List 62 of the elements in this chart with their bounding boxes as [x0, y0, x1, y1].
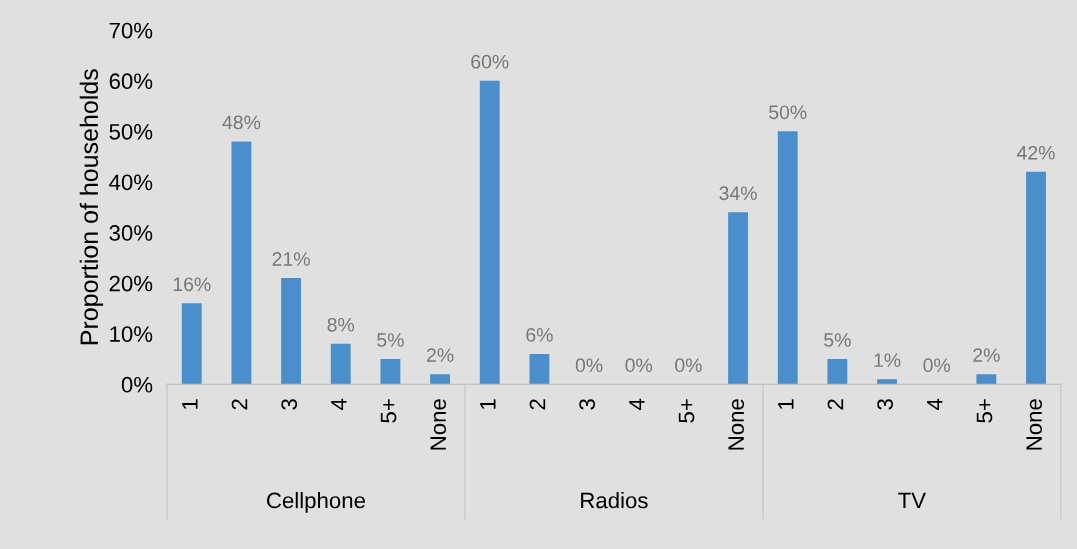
y-tick-label: 50% [109, 123, 153, 140]
data-label: 1% [874, 353, 901, 367]
data-label: 16% [173, 277, 211, 292]
x-tick-label: 4 [927, 398, 943, 411]
y-tick-label: 40% [109, 174, 153, 191]
text: Radios [581, 492, 648, 509]
x-tick-label: 4 [331, 398, 347, 411]
data-label: 21% [272, 252, 310, 266]
data-label: 42% [1017, 145, 1055, 160]
bar [827, 359, 848, 385]
x-tick-label: 1 [778, 399, 794, 409]
bar [281, 278, 302, 385]
text: TV [898, 492, 926, 509]
bar [430, 374, 451, 385]
data-label: 48% [222, 115, 261, 130]
bar [479, 80, 500, 385]
y-tick-label: 60% [109, 73, 153, 90]
data-label: 60% [471, 54, 509, 69]
data-label: 0% [923, 358, 951, 373]
x-tick-label: 1 [480, 399, 496, 409]
bar [728, 212, 748, 385]
x-tick-label: None [728, 399, 745, 450]
y-tick-label: 70% [109, 22, 153, 39]
data-label: 34% [719, 186, 757, 201]
x-tick-label: 5+ [976, 399, 993, 423]
bar [330, 343, 351, 385]
bar [1026, 171, 1046, 385]
x-tick-label: 3 [281, 399, 298, 410]
data-label: 2% [427, 348, 454, 362]
x-tick-label: 2 [827, 399, 844, 410]
data-label: 2% [973, 348, 1000, 362]
x-tick-label: 5+ [380, 399, 397, 423]
bar [777, 131, 798, 385]
bar [380, 359, 401, 385]
x-tick-label: 4 [629, 398, 645, 411]
bar [231, 141, 252, 385]
y-axis-title: Proportion of households [79, 69, 104, 345]
x-tick-label: 1 [182, 399, 198, 409]
y-tick-label: 20% [109, 275, 153, 292]
data-label: 0% [625, 358, 653, 373]
data-label: 50% [769, 105, 807, 120]
bar [529, 353, 550, 385]
bar [877, 379, 897, 385]
data-label: 8% [327, 317, 355, 332]
data-label: 5% [377, 333, 404, 347]
x-tick-label: 5+ [678, 399, 695, 423]
y-tick-label: 0% [121, 376, 153, 393]
data-label: 0% [575, 358, 603, 373]
bar [181, 303, 202, 385]
x-tick-label: 3 [579, 399, 596, 410]
y-tick-label: 30% [109, 225, 153, 241]
data-label: 0% [675, 358, 702, 373]
x-tick-label: 3 [877, 399, 893, 410]
data-label: 6% [526, 328, 553, 342]
data-label: 5% [824, 333, 851, 347]
bar [976, 374, 997, 385]
y-tick-label: 10% [110, 326, 153, 342]
text: Cellphone [267, 492, 365, 513]
x-tick-label: 2 [231, 399, 248, 410]
x-tick-label: 2 [529, 399, 546, 410]
x-tick-label: None [1026, 399, 1042, 450]
x-tick-label: None [430, 399, 447, 450]
